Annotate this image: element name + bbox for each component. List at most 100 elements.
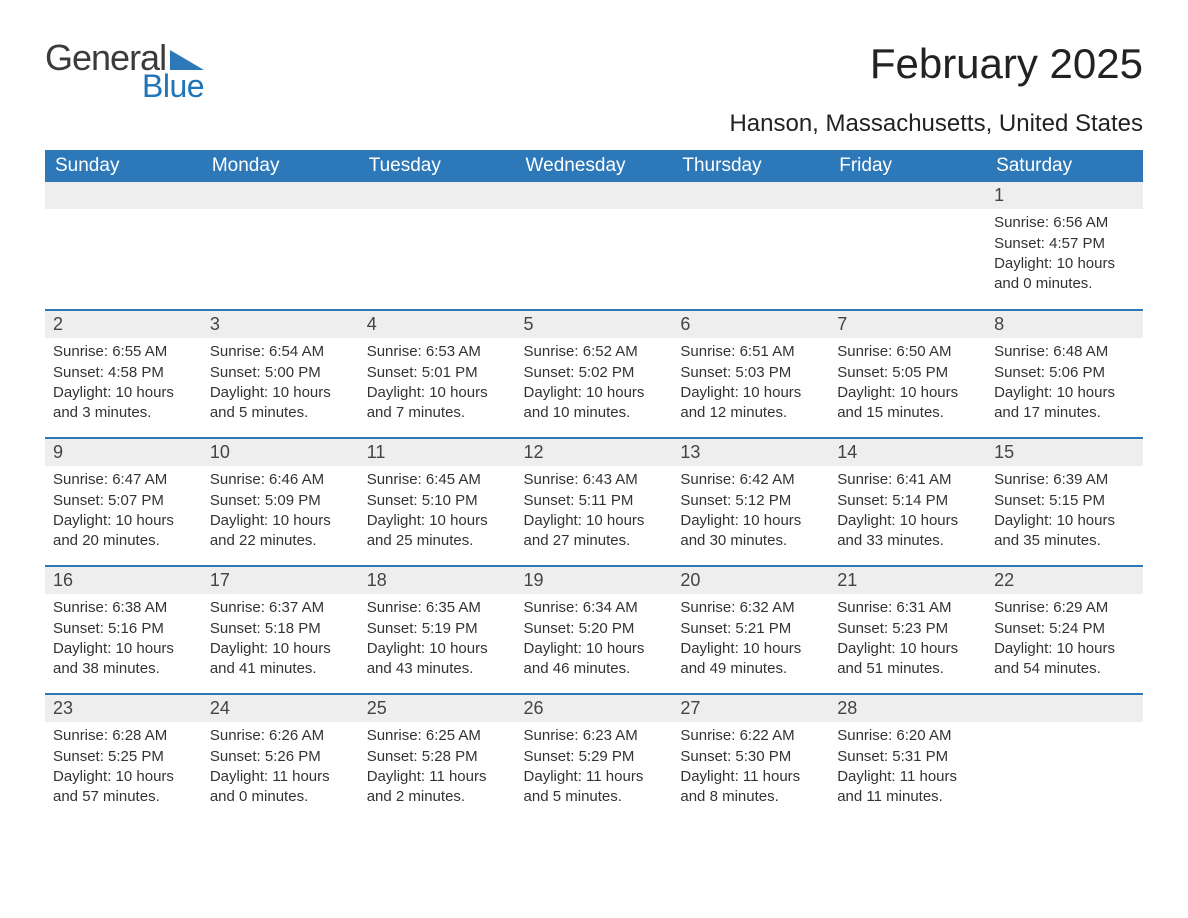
daylight-text: Daylight: 10 hours and 51 minutes.: [837, 639, 978, 680]
day-number: 19: [516, 567, 673, 594]
daylight-text: Daylight: 10 hours and 3 minutes.: [53, 383, 194, 424]
day-number: 15: [986, 439, 1143, 466]
calendar-cell: 2Sunrise: 6:55 AMSunset: 4:58 PMDaylight…: [45, 310, 202, 438]
sunset-text: Sunset: 5:20 PM: [524, 619, 665, 639]
daylight-text: Daylight: 10 hours and 25 minutes.: [367, 511, 508, 552]
sunset-text: Sunset: 5:00 PM: [210, 363, 351, 383]
day-number: 2: [45, 311, 202, 338]
calendar-cell: [45, 182, 202, 310]
day-details: Sunrise: 6:20 AMSunset: 5:31 PMDaylight:…: [829, 722, 986, 813]
sunset-text: Sunset: 5:01 PM: [367, 363, 508, 383]
daylight-text: Daylight: 10 hours and 38 minutes.: [53, 639, 194, 680]
logo-text-blue: Blue: [123, 70, 204, 102]
calendar-cell: 10Sunrise: 6:46 AMSunset: 5:09 PMDayligh…: [202, 438, 359, 566]
calendar-cell: 7Sunrise: 6:50 AMSunset: 5:05 PMDaylight…: [829, 310, 986, 438]
calendar-cell: 14Sunrise: 6:41 AMSunset: 5:14 PMDayligh…: [829, 438, 986, 566]
day-details: Sunrise: 6:25 AMSunset: 5:28 PMDaylight:…: [359, 722, 516, 813]
empty-day: [672, 182, 829, 209]
month-year-title: February 2025: [870, 40, 1143, 88]
day-details: Sunrise: 6:26 AMSunset: 5:26 PMDaylight:…: [202, 722, 359, 813]
day-details: Sunrise: 6:31 AMSunset: 5:23 PMDaylight:…: [829, 594, 986, 685]
sunrise-text: Sunrise: 6:32 AM: [680, 598, 821, 618]
sunset-text: Sunset: 5:29 PM: [524, 747, 665, 767]
day-number: 23: [45, 695, 202, 722]
weekday-header-row: Sunday Monday Tuesday Wednesday Thursday…: [45, 150, 1143, 182]
sunrise-text: Sunrise: 6:39 AM: [994, 470, 1135, 490]
calendar-cell: 16Sunrise: 6:38 AMSunset: 5:16 PMDayligh…: [45, 566, 202, 694]
sunrise-text: Sunrise: 6:41 AM: [837, 470, 978, 490]
day-number: 22: [986, 567, 1143, 594]
calendar-cell: 20Sunrise: 6:32 AMSunset: 5:21 PMDayligh…: [672, 566, 829, 694]
day-number: 18: [359, 567, 516, 594]
sunset-text: Sunset: 5:16 PM: [53, 619, 194, 639]
day-details: Sunrise: 6:56 AMSunset: 4:57 PMDaylight:…: [986, 209, 1143, 300]
daylight-text: Daylight: 10 hours and 35 minutes.: [994, 511, 1135, 552]
daylight-text: Daylight: 10 hours and 30 minutes.: [680, 511, 821, 552]
day-number: 26: [516, 695, 673, 722]
empty-day: [359, 182, 516, 209]
calendar-cell: 11Sunrise: 6:45 AMSunset: 5:10 PMDayligh…: [359, 438, 516, 566]
day-number: 25: [359, 695, 516, 722]
sunset-text: Sunset: 5:24 PM: [994, 619, 1135, 639]
sunrise-text: Sunrise: 6:38 AM: [53, 598, 194, 618]
day-details: Sunrise: 6:37 AMSunset: 5:18 PMDaylight:…: [202, 594, 359, 685]
sunset-text: Sunset: 5:05 PM: [837, 363, 978, 383]
calendar-cell: 24Sunrise: 6:26 AMSunset: 5:26 PMDayligh…: [202, 694, 359, 822]
calendar-cell: [359, 182, 516, 310]
calendar-cell: [516, 182, 673, 310]
day-details: Sunrise: 6:45 AMSunset: 5:10 PMDaylight:…: [359, 466, 516, 557]
empty-day: [516, 182, 673, 209]
calendar-cell: 5Sunrise: 6:52 AMSunset: 5:02 PMDaylight…: [516, 310, 673, 438]
sunrise-text: Sunrise: 6:28 AM: [53, 726, 194, 746]
day-details: Sunrise: 6:50 AMSunset: 5:05 PMDaylight:…: [829, 338, 986, 429]
sunrise-text: Sunrise: 6:46 AM: [210, 470, 351, 490]
sunrise-text: Sunrise: 6:50 AM: [837, 342, 978, 362]
day-number: 28: [829, 695, 986, 722]
calendar-cell: 22Sunrise: 6:29 AMSunset: 5:24 PMDayligh…: [986, 566, 1143, 694]
day-details: Sunrise: 6:52 AMSunset: 5:02 PMDaylight:…: [516, 338, 673, 429]
sunrise-text: Sunrise: 6:23 AM: [524, 726, 665, 746]
daylight-text: Daylight: 10 hours and 54 minutes.: [994, 639, 1135, 680]
day-number: 9: [45, 439, 202, 466]
day-details: Sunrise: 6:43 AMSunset: 5:11 PMDaylight:…: [516, 466, 673, 557]
sunrise-text: Sunrise: 6:47 AM: [53, 470, 194, 490]
sunset-text: Sunset: 5:06 PM: [994, 363, 1135, 383]
sunrise-text: Sunrise: 6:20 AM: [837, 726, 978, 746]
day-details: Sunrise: 6:38 AMSunset: 5:16 PMDaylight:…: [45, 594, 202, 685]
calendar-cell: 27Sunrise: 6:22 AMSunset: 5:30 PMDayligh…: [672, 694, 829, 822]
daylight-text: Daylight: 10 hours and 12 minutes.: [680, 383, 821, 424]
sunrise-text: Sunrise: 6:52 AM: [524, 342, 665, 362]
calendar-cell: 28Sunrise: 6:20 AMSunset: 5:31 PMDayligh…: [829, 694, 986, 822]
empty-day: [829, 182, 986, 209]
day-details: Sunrise: 6:32 AMSunset: 5:21 PMDaylight:…: [672, 594, 829, 685]
day-details: Sunrise: 6:48 AMSunset: 5:06 PMDaylight:…: [986, 338, 1143, 429]
day-details: Sunrise: 6:46 AMSunset: 5:09 PMDaylight:…: [202, 466, 359, 557]
empty-day: [986, 695, 1143, 722]
sunrise-text: Sunrise: 6:55 AM: [53, 342, 194, 362]
sunset-text: Sunset: 5:12 PM: [680, 491, 821, 511]
sunrise-text: Sunrise: 6:25 AM: [367, 726, 508, 746]
day-number: 7: [829, 311, 986, 338]
weekday-header: Wednesday: [516, 150, 673, 182]
day-details: Sunrise: 6:35 AMSunset: 5:19 PMDaylight:…: [359, 594, 516, 685]
calendar-cell: 19Sunrise: 6:34 AMSunset: 5:20 PMDayligh…: [516, 566, 673, 694]
calendar-cell: 21Sunrise: 6:31 AMSunset: 5:23 PMDayligh…: [829, 566, 986, 694]
sunset-text: Sunset: 5:10 PM: [367, 491, 508, 511]
day-details: Sunrise: 6:41 AMSunset: 5:14 PMDaylight:…: [829, 466, 986, 557]
logo-triangle-icon: [170, 50, 204, 70]
day-details: Sunrise: 6:47 AMSunset: 5:07 PMDaylight:…: [45, 466, 202, 557]
sunset-text: Sunset: 5:19 PM: [367, 619, 508, 639]
daylight-text: Daylight: 10 hours and 5 minutes.: [210, 383, 351, 424]
sunrise-text: Sunrise: 6:42 AM: [680, 470, 821, 490]
daylight-text: Daylight: 10 hours and 22 minutes.: [210, 511, 351, 552]
day-details: Sunrise: 6:28 AMSunset: 5:25 PMDaylight:…: [45, 722, 202, 813]
calendar-cell: 1Sunrise: 6:56 AMSunset: 4:57 PMDaylight…: [986, 182, 1143, 310]
calendar-cell: [829, 182, 986, 310]
calendar-cell: 17Sunrise: 6:37 AMSunset: 5:18 PMDayligh…: [202, 566, 359, 694]
day-details: Sunrise: 6:42 AMSunset: 5:12 PMDaylight:…: [672, 466, 829, 557]
day-details: Sunrise: 6:55 AMSunset: 4:58 PMDaylight:…: [45, 338, 202, 429]
daylight-text: Daylight: 10 hours and 33 minutes.: [837, 511, 978, 552]
calendar-cell: 18Sunrise: 6:35 AMSunset: 5:19 PMDayligh…: [359, 566, 516, 694]
sunrise-text: Sunrise: 6:37 AM: [210, 598, 351, 618]
sunset-text: Sunset: 5:21 PM: [680, 619, 821, 639]
